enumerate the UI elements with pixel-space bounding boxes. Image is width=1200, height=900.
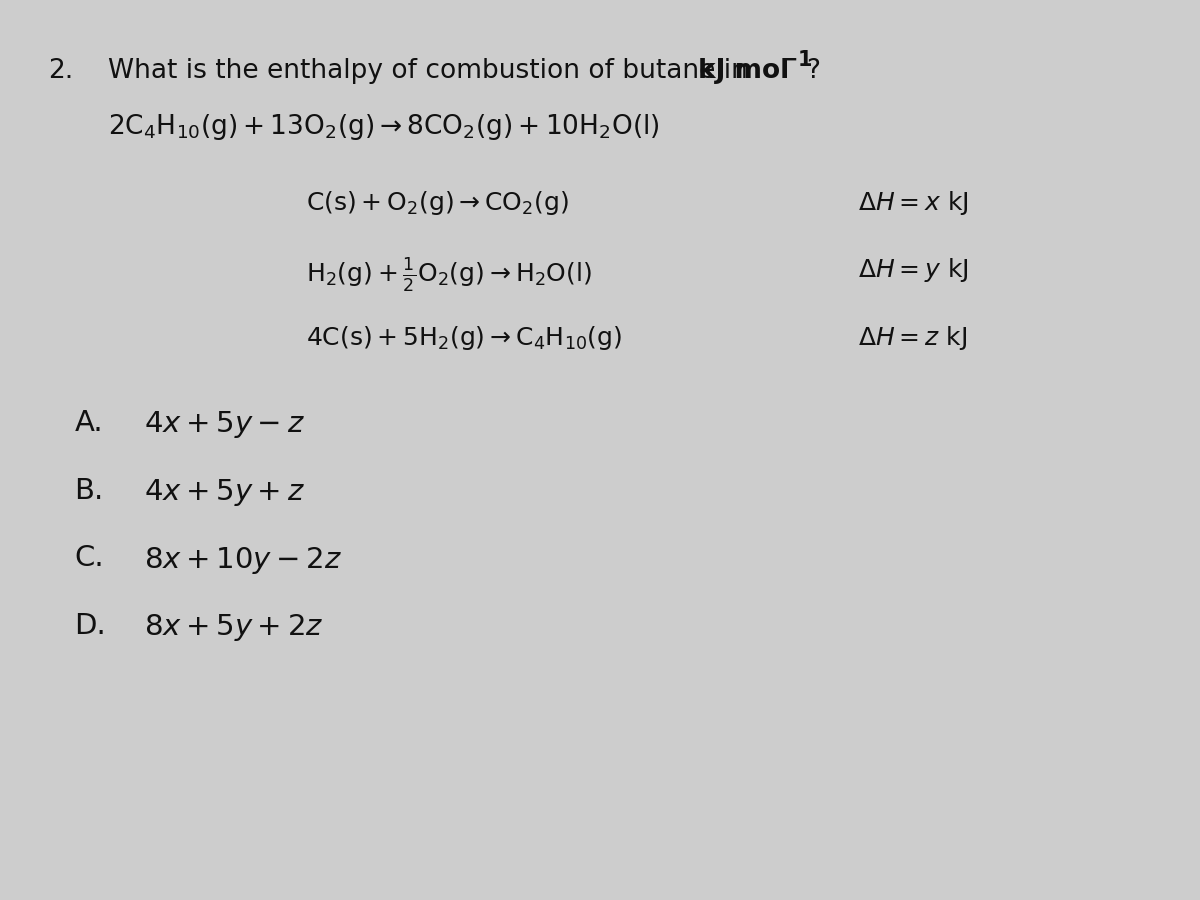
Text: 2.: 2. xyxy=(48,58,73,85)
Text: $8x + 5y + 2z$: $8x + 5y + 2z$ xyxy=(144,612,323,643)
Text: A.: A. xyxy=(74,410,103,437)
Text: What is the enthalpy of combustion of butane in: What is the enthalpy of combustion of bu… xyxy=(108,58,756,85)
Text: $4x + 5y + z$: $4x + 5y + z$ xyxy=(144,477,305,508)
Text: $\Delta H = x\ \mathrm{kJ}$: $\Delta H = x\ \mathrm{kJ}$ xyxy=(858,189,968,217)
Text: $8x + 10y - 2z$: $8x + 10y - 2z$ xyxy=(144,544,342,575)
Text: $4x + 5y - z$: $4x + 5y - z$ xyxy=(144,410,305,440)
Text: $\Delta H = y\ \mathrm{kJ}$: $\Delta H = y\ \mathrm{kJ}$ xyxy=(858,256,968,284)
Text: $\mathbf{-1}$: $\mathbf{-1}$ xyxy=(780,50,812,69)
Text: D.: D. xyxy=(74,612,106,640)
Text: $\Delta H = z\ \mathrm{kJ}$: $\Delta H = z\ \mathrm{kJ}$ xyxy=(858,324,967,352)
Text: B.: B. xyxy=(74,477,103,505)
Text: ?: ? xyxy=(806,58,821,85)
Text: $\mathrm{H_2(g) + \frac{1}{2}O_2(g) \rightarrow H_2O(l)}$: $\mathrm{H_2(g) + \frac{1}{2}O_2(g) \rig… xyxy=(306,256,592,294)
Text: C.: C. xyxy=(74,544,104,572)
Text: kJ mol: kJ mol xyxy=(698,58,790,85)
Text: $\mathrm{C(s) + O_2(g) \rightarrow CO_2(g)}$: $\mathrm{C(s) + O_2(g) \rightarrow CO_2(… xyxy=(306,189,569,217)
Text: $\mathrm{2C_4H_{10}(g) + 13O_2(g) \rightarrow 8CO_2(g) + 10H_2O(l)}$: $\mathrm{2C_4H_{10}(g) + 13O_2(g) \right… xyxy=(108,112,660,142)
Text: $\mathrm{4C(s) + 5H_2(g) \rightarrow C_4H_{10}(g)}$: $\mathrm{4C(s) + 5H_2(g) \rightarrow C_4… xyxy=(306,324,623,352)
